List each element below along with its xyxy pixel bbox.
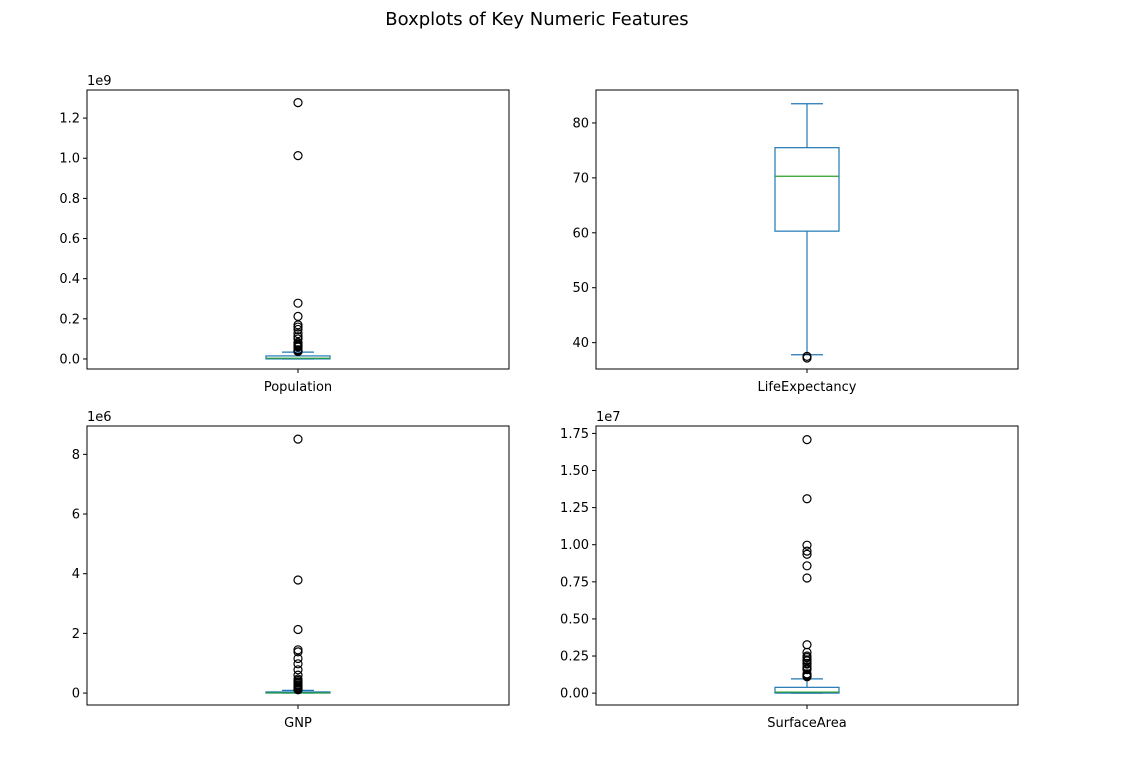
outlier-point	[293, 647, 303, 657]
outlier-point	[802, 659, 812, 669]
y-tick-label: 1.25	[560, 501, 589, 516]
outlier-point	[293, 346, 303, 357]
outlier-point	[802, 549, 812, 559]
y-tick-label: 0.25	[560, 650, 589, 665]
outlier-point	[293, 434, 303, 444]
x-category-label: GNP	[284, 716, 312, 731]
outlier-point	[293, 151, 303, 161]
y-tick-label: 60	[572, 226, 589, 241]
x-category-label: SurfaceArea	[767, 716, 846, 731]
y-tick-label: 4	[72, 567, 80, 582]
outlier-point	[293, 329, 303, 339]
offset-label: 1e7	[596, 410, 621, 425]
y-tick-label: 70	[572, 171, 589, 186]
outlier-point	[802, 652, 812, 663]
outlier-point	[293, 98, 303, 108]
outlier-point	[802, 561, 812, 571]
subplot-grid: 0.00.20.40.60.81.01.21e9Population405060…	[59, 74, 1019, 731]
y-tick-label: 1.2	[59, 112, 80, 127]
y-tick-label: 0.00	[560, 687, 589, 702]
y-tick-label: 6	[72, 508, 80, 523]
y-tick-label: 1.0	[59, 152, 80, 167]
outlier-point	[802, 540, 812, 550]
outlier-point	[293, 624, 303, 635]
outlier-point	[293, 324, 303, 335]
y-tick-label: 0.75	[560, 575, 589, 590]
outlier-point	[802, 573, 812, 583]
outlier-point	[293, 653, 303, 664]
y-tick-label: 0.50	[560, 612, 589, 627]
y-tick-label: 0.4	[59, 272, 80, 287]
y-tick-label: 2	[72, 627, 80, 642]
iqr-box	[774, 686, 840, 694]
subplot-population: 0.0 0.2 0.4 0.6 0.8 1.0 1.2 1e9 Population	[59, 74, 510, 395]
y-tick-label: 1.50	[560, 464, 589, 479]
outlier-point	[802, 494, 812, 504]
y-tick-label: 0.2	[59, 312, 80, 327]
outlier-point	[802, 435, 812, 445]
y-tick-label: 1.00	[560, 538, 589, 553]
y-tick-label: 0	[72, 687, 80, 702]
y-tick-label: 40	[572, 336, 589, 351]
offset-label: 1e9	[87, 74, 112, 89]
outlier-point	[293, 659, 303, 669]
offset-label: 1e6	[87, 410, 112, 425]
outlier-point	[802, 351, 812, 361]
y-tick-label: 1.75	[560, 427, 589, 442]
subplot-lifeexpectancy: 40 50 60 70 80 LifeExpectancy	[572, 89, 1019, 395]
outlier-point	[293, 685, 303, 695]
outlier-point	[802, 546, 812, 556]
y-tick-label: 8	[72, 448, 80, 463]
outlier-point	[293, 575, 303, 585]
y-tick-label: 50	[572, 281, 589, 296]
x-category-label: LifeExpectancy	[758, 380, 857, 395]
outlier-point	[802, 672, 812, 682]
subplot-surfacearea: 0.00 0.25 0.50 0.75 1.00 1.25 1.50 1.75 1e7 Surfa…	[560, 410, 1019, 731]
y-tick-label: 0.6	[59, 232, 80, 247]
outlier-point	[293, 298, 303, 308]
y-tick-label: 0.8	[59, 192, 80, 207]
x-category-label: Population	[264, 380, 332, 395]
figure-title: Boxplots of Key Numeric Features	[385, 9, 688, 30]
outlier-point	[293, 322, 303, 332]
outlier-point	[293, 665, 303, 675]
subplot-gnp: 0 2 4 6 8 1e6 GNP	[72, 410, 510, 731]
y-tick-label: 80	[572, 116, 589, 131]
iqr-box	[774, 147, 840, 232]
outlier-point	[802, 665, 812, 675]
y-tick-label: 0.0	[59, 352, 80, 367]
outlier-point	[293, 342, 303, 352]
